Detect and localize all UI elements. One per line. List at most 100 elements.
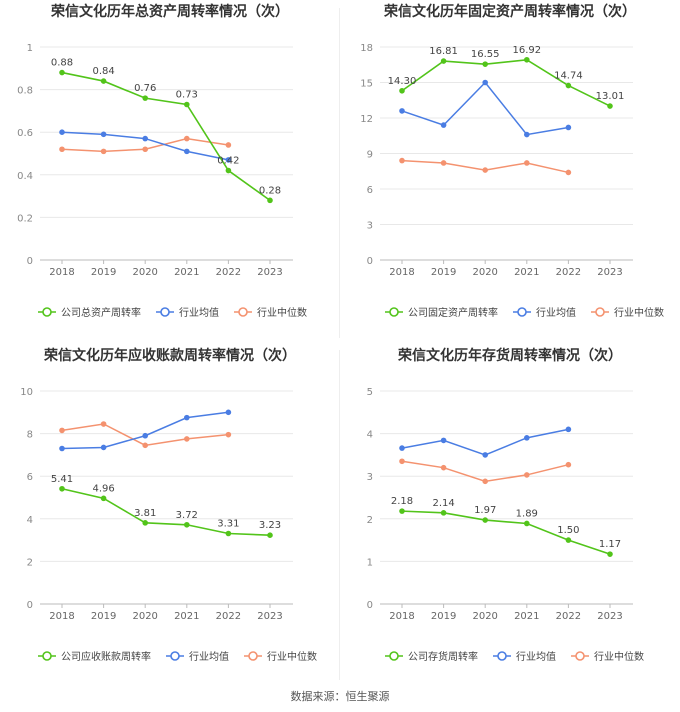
data-label: 1.50 [557,525,579,536]
legend-item-industry_median: 行业中位数 [591,306,664,319]
chart-inventory-turnover: 荣信文化历年存货周转率情况（次） 0 1 2 3 4 5 2018 2019 2020 2021 20… [340,344,680,684]
data-point-industry_median [399,157,405,164]
data-label: 3.81 [134,508,156,519]
data-point-industry_avg [440,437,447,444]
series-line-industry_median [401,460,569,483]
data-label: 2.18 [391,496,413,507]
legend-label: 行业中位数 [267,650,317,663]
data-point-company [524,520,530,527]
data-label: 5.41 [51,474,73,485]
y-tick-label: 5 [367,387,373,398]
data-label: 13.01 [596,91,625,102]
data-label: 0.42 [217,156,239,167]
legend-marker [160,307,170,317]
data-point-industry_median [225,431,232,438]
x-tick-label: 2019 [91,611,116,622]
y-tick-label: 6 [367,185,373,196]
data-point-industry_median [440,160,447,166]
data-point-industry_avg [565,124,572,131]
data-point-company [184,101,190,108]
legend-marker [42,651,52,661]
data-point-industry_median [399,458,405,465]
legend-marker [575,651,585,661]
data-point-industry_avg [524,435,530,441]
chart-title: 荣信文化历年存货周转率情况（次） [397,347,622,364]
data-point-industry_median [184,135,190,142]
x-tick-label: 2018 [389,611,414,622]
data-point-industry_avg [184,148,190,155]
y-tick-label: 1 [367,557,373,568]
legend-item-company: 公司存货周转率 [385,650,478,663]
data-label: 1.17 [599,539,621,550]
legend-label: 行业均值 [179,306,219,319]
data-point-industry_median [524,472,530,478]
x-tick-label: 2022 [216,611,241,622]
data-point-company [482,517,488,523]
y-tick-label: 0 [27,600,33,611]
data-point-company [482,61,488,67]
legend-label: 公司固定资产周转率 [408,306,498,319]
y-tick-label: 2 [27,557,33,568]
chart-svg: 荣信文化历年固定资产周转率情况（次） 0 3 6 9 12 15 18 2018 2019 2020… [360,3,664,319]
y-tick-label: 4 [27,515,33,526]
data-point-industry_median [482,167,488,173]
x-tick-label: 2022 [556,611,581,622]
x-tick-label: 2020 [472,611,497,622]
data-point-company [399,87,405,94]
legend-label: 行业中位数 [594,650,644,663]
legend-label: 公司总资产周转率 [61,306,141,319]
y-tick-label: 0 [367,256,373,267]
data-point-industry_avg [225,157,232,163]
legend-item-industry_avg: 行业均值 [513,306,576,319]
chart-svg: 荣信文化历年总资产周转率情况（次） 0 0.2 0.4 0.6 0.8 1 2018 2019 2… [17,3,307,319]
legend-label: 行业均值 [516,650,556,663]
y-tick-label: 9 [367,150,373,161]
data-label: 0.88 [51,58,73,69]
chart-receivables-turnover: 荣信文化历年应收账款周转率情况（次） 0 2 4 6 8 10 2018 2019 2020 202… [0,344,340,684]
data-point-company [59,69,65,76]
data-point-industry_median [524,160,530,166]
y-tick-label: 10 [20,387,33,398]
y-tick-label: 3 [367,221,373,232]
data-point-company [225,167,232,174]
y-tick-label: 3 [367,472,373,483]
data-label: 0.76 [134,83,156,94]
y-tick-label: 8 [27,430,33,441]
data-point-industry_median [59,146,65,153]
x-tick-label: 2018 [49,267,74,278]
data-label: 16.55 [471,49,500,60]
legend-marker [170,651,180,661]
series-line-company [401,510,611,555]
data-point-company [100,495,107,502]
legend-label: 行业均值 [536,306,576,319]
data-source-note: 数据来源：恒生聚源 [290,690,390,703]
x-tick-label: 2022 [216,267,241,278]
y-tick-label: 0 [367,600,373,611]
data-point-industry_avg [524,131,530,138]
data-label: 2.14 [432,498,454,509]
y-tick-label: 0.4 [17,171,33,182]
y-tick-label: 6 [27,472,33,483]
data-point-industry_median [225,142,232,148]
series-line-industry_avg [401,81,569,136]
legend-item-industry_avg: 行业均值 [166,650,229,663]
y-tick-label: 15 [360,79,373,90]
data-label: 1.97 [474,505,496,516]
series-line-company [61,487,271,537]
x-tick-label: 2021 [174,267,199,278]
divider [339,350,340,680]
data-point-company [524,56,530,63]
data-point-industry_avg [142,432,148,439]
chart-title: 荣信文化历年应收账款周转率情况（次） [43,347,296,364]
data-point-industry_median [100,148,107,155]
y-tick-label: 4 [367,430,373,441]
x-tick-label: 2019 [431,267,456,278]
legend-label: 公司应收账款周转率 [61,650,151,663]
data-label: 14.74 [554,71,583,82]
legend-item-industry_median: 行业中位数 [571,650,644,663]
x-tick-label: 2021 [514,267,539,278]
data-point-industry_avg [482,79,488,86]
data-point-industry_avg [59,129,65,135]
legend-marker [517,307,527,317]
data-label: 3.31 [217,518,239,529]
